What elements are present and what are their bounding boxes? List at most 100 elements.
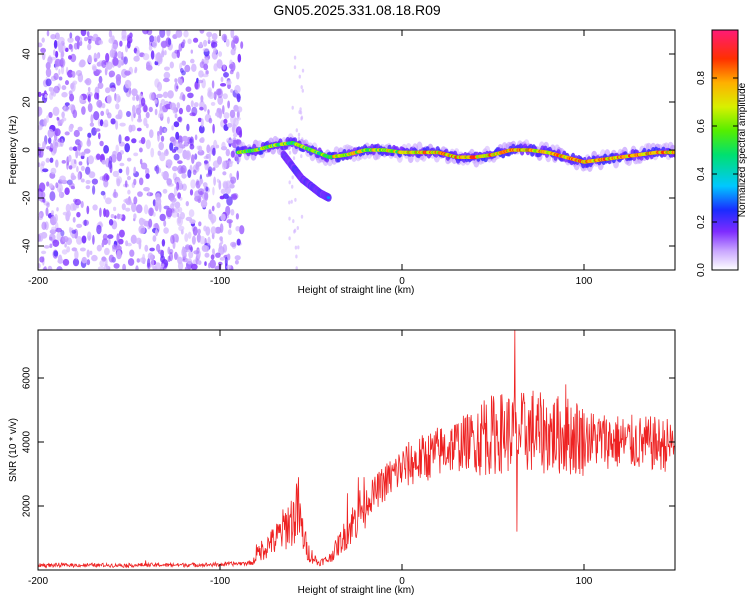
- noise-speckle: [222, 181, 229, 191]
- noise-speckle: [190, 58, 195, 64]
- noise-speckle: [184, 233, 189, 242]
- noise-speckle: [105, 52, 110, 63]
- snr-ylabel: SNR (10 * v/v): [8, 418, 19, 482]
- noise-speckle: [223, 112, 230, 119]
- colorbar-tick-label: 0.0: [696, 263, 707, 277]
- noise-speckle: [300, 115, 304, 120]
- noise-speckle: [93, 33, 99, 39]
- colorbar-tick-label: 0.2: [696, 215, 707, 229]
- noise-speckle: [160, 135, 165, 142]
- noise-speckle: [61, 249, 68, 255]
- noise-speckle: [53, 250, 59, 257]
- noise-speckle: [70, 53, 77, 63]
- noise-speckle: [68, 165, 73, 170]
- noise-speckle: [147, 191, 150, 197]
- noise-speckle: [291, 184, 294, 189]
- noise-speckle: [218, 242, 222, 250]
- noise-speckle: [49, 236, 53, 241]
- noise-speckle: [200, 199, 208, 208]
- branch-core: [326, 196, 331, 200]
- noise-speckle: [163, 128, 167, 133]
- noise-speckle: [119, 40, 123, 47]
- noise-speckle: [221, 160, 227, 170]
- noise-speckle: [142, 53, 150, 61]
- noise-speckle: [200, 95, 204, 103]
- noise-speckle: [206, 31, 213, 38]
- noise-speckle: [138, 217, 145, 226]
- x-tick-label: 0: [399, 576, 405, 587]
- noise-speckle: [45, 207, 49, 217]
- noise-speckle: [72, 80, 78, 85]
- noise-speckle: [86, 205, 90, 215]
- noise-speckle: [38, 162, 41, 168]
- x-tick-label: 100: [576, 276, 593, 287]
- noise-speckle: [104, 247, 110, 256]
- noise-speckle: [167, 255, 171, 263]
- noise-speckle: [152, 265, 158, 270]
- noise-speckle: [204, 57, 209, 65]
- noise-speckle: [301, 88, 304, 93]
- noise-speckle: [133, 152, 139, 157]
- noise-speckle: [184, 64, 191, 73]
- noise-speckle: [46, 181, 50, 187]
- noise-speckle: [222, 93, 228, 100]
- noise-speckle: [123, 56, 128, 65]
- noise-speckle: [108, 219, 114, 226]
- noise-speckle: [107, 237, 111, 246]
- noise-speckle: [219, 195, 225, 200]
- noise-speckle: [162, 91, 169, 99]
- noise-speckle: [291, 175, 294, 180]
- noise-speckle: [87, 132, 92, 138]
- noise-speckle: [77, 143, 82, 152]
- noise-speckle: [196, 77, 199, 84]
- noise-speckle: [213, 91, 217, 101]
- noise-speckle: [208, 117, 213, 124]
- noise-speckle: [236, 170, 239, 181]
- noise-speckle: [157, 81, 162, 92]
- noise-speckle: [199, 41, 203, 48]
- noise-speckle: [177, 160, 183, 165]
- noise-speckle: [133, 196, 138, 205]
- y-tick-label: 4000: [22, 430, 33, 453]
- noise-speckle: [224, 256, 228, 267]
- y-tick-label: 20: [22, 96, 33, 108]
- noise-speckle: [55, 159, 59, 168]
- noise-speckle: [181, 70, 186, 76]
- noise-speckle: [206, 173, 210, 178]
- noise-speckle: [226, 196, 233, 206]
- noise-speckle: [86, 139, 92, 147]
- noise-speckle: [45, 67, 52, 78]
- noise-speckle: [92, 65, 97, 72]
- noise-speckle: [225, 148, 230, 157]
- noise-speckle: [185, 201, 189, 207]
- noise-speckle: [81, 151, 86, 156]
- noise-speckle: [41, 250, 47, 255]
- noise-speckle: [177, 135, 183, 145]
- noise-speckle: [116, 250, 122, 260]
- noise-speckle: [115, 74, 122, 82]
- noise-speckle: [38, 182, 46, 192]
- noise-speckle: [63, 104, 66, 111]
- noise-speckle: [113, 206, 117, 212]
- noise-speckle: [71, 175, 77, 181]
- noise-speckle: [197, 260, 202, 265]
- noise-speckle: [295, 128, 298, 133]
- noise-speckle: [236, 71, 240, 80]
- noise-speckle: [115, 93, 121, 104]
- noise-speckle: [102, 123, 109, 128]
- noise-speckle: [101, 103, 106, 109]
- noise-speckle: [87, 103, 93, 113]
- noise-speckle: [213, 176, 217, 186]
- noise-speckle: [97, 82, 104, 89]
- noise-speckle: [40, 231, 48, 239]
- noise-speckle: [133, 213, 137, 220]
- noise-speckle: [42, 197, 46, 203]
- noise-speckle: [112, 191, 119, 199]
- noise-speckle: [52, 106, 60, 117]
- noise-speckle: [131, 112, 134, 122]
- noise-speckle: [148, 218, 153, 228]
- noise-speckle: [102, 233, 108, 241]
- noise-speckle: [74, 159, 77, 164]
- noise-speckle: [105, 258, 108, 268]
- noise-speckle: [212, 186, 215, 196]
